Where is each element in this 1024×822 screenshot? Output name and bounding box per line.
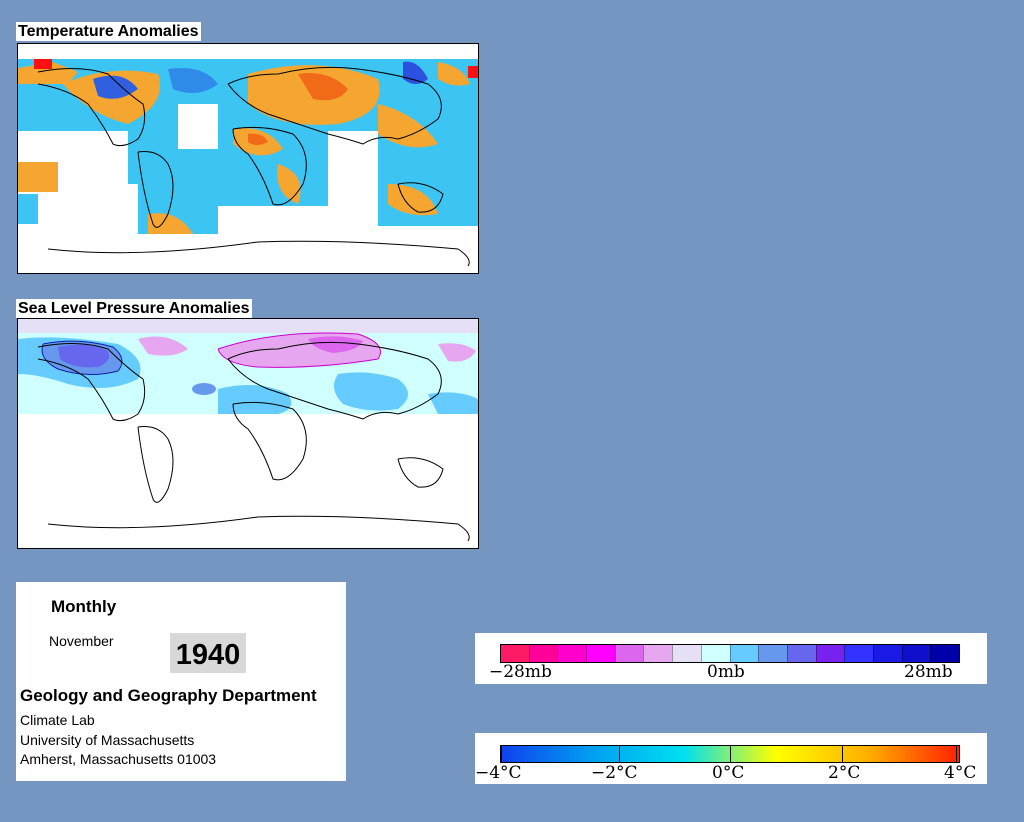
info-panel: Monthly November 1940 Geology and Geogra… (16, 582, 346, 781)
month-label: November (49, 633, 114, 649)
pressure-swatch (815, 645, 845, 662)
pressure-swatch (672, 645, 701, 662)
pressure-swatch (586, 645, 615, 662)
temp-label-neg2: −2°C (591, 763, 638, 783)
pressure-swatch (901, 645, 931, 662)
period-label: Monthly (51, 597, 117, 616)
pressure-swatch (643, 645, 673, 662)
pressure-swatch (758, 645, 787, 662)
lab-label: Climate Lab (20, 712, 95, 728)
tick-4 (956, 746, 957, 762)
pressure-swatch (501, 645, 529, 662)
pressure-swatch (786, 645, 816, 662)
tick-2 (842, 746, 843, 762)
temperature-title: Temperature Anomalies (16, 22, 201, 41)
temp-label-0: 0°C (712, 763, 745, 783)
address-label: Amherst, Massachusetts 01003 (20, 751, 217, 767)
pressure-title: Sea Level Pressure Anomalies (16, 299, 252, 318)
temperature-map (17, 43, 479, 274)
pressure-swatch (700, 645, 730, 662)
pressure-map (17, 318, 479, 549)
temp-label-4: 4°C (944, 763, 977, 783)
pressure-swatch (729, 645, 759, 662)
pressure-color-bar (500, 644, 960, 663)
pressure-swatch (930, 645, 959, 662)
year-label: 1940 (170, 633, 246, 673)
tick-0 (730, 746, 731, 762)
temperature-color-bar (500, 745, 960, 763)
tick-neg2 (619, 746, 620, 762)
temp-label-neg4: −4°C (475, 763, 522, 783)
tick-neg4 (501, 746, 502, 762)
pressure-swatch (614, 645, 644, 662)
temperature-anomaly-map (18, 44, 478, 273)
pressure-legend: −28mb 0mb 28mb (475, 633, 987, 684)
pressure-swatch (872, 645, 902, 662)
pressure-swatch (557, 645, 587, 662)
university-label: University of Massachusetts (20, 732, 195, 748)
pressure-label-max: 28mb (904, 662, 953, 682)
pressure-swatch (844, 645, 873, 662)
pressure-swatch (528, 645, 558, 662)
department-label: Geology and Geography Department (20, 686, 317, 705)
temp-label-2: 2°C (828, 763, 861, 783)
pressure-label-min: −28mb (489, 662, 552, 682)
temperature-legend: −4°C −2°C 0°C 2°C 4°C (475, 733, 987, 784)
pressure-anomaly-map (18, 319, 478, 542)
pressure-label-mid: 0mb (707, 662, 745, 682)
